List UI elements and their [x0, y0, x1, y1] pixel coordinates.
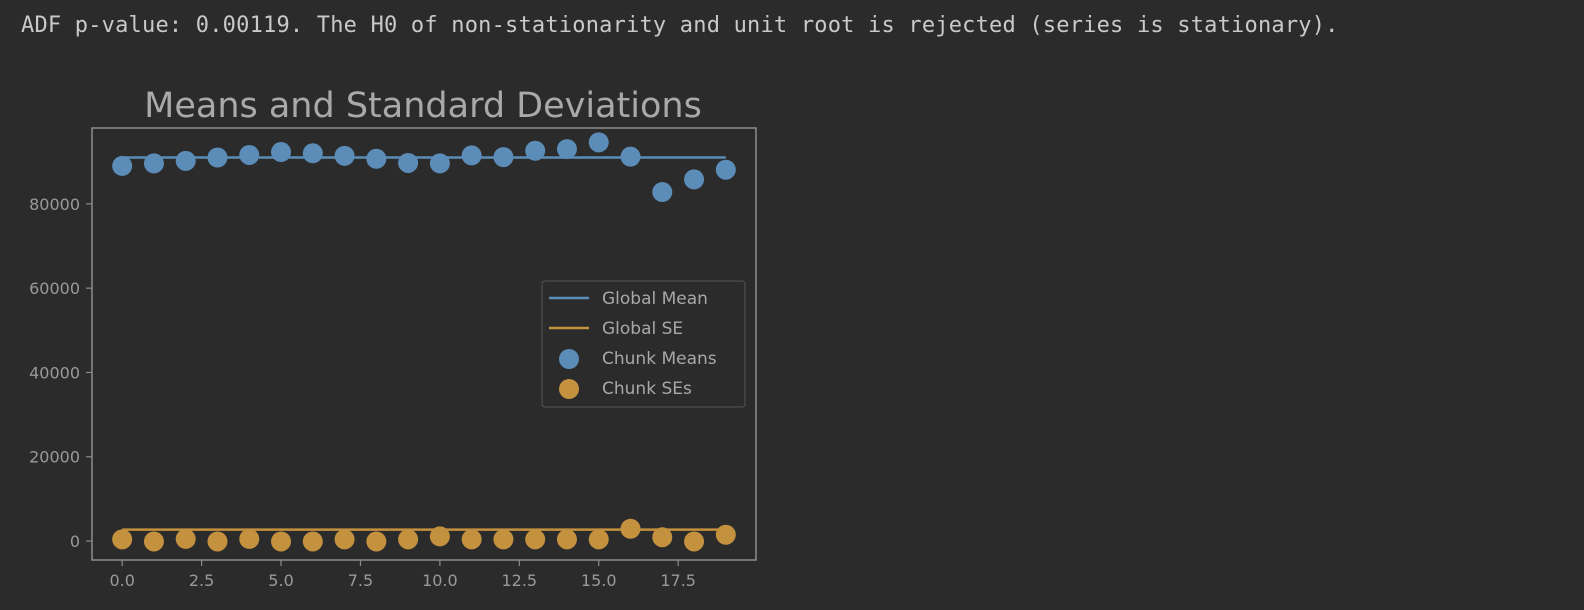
chunk-means-point [493, 147, 514, 168]
chunk-ses-point [366, 531, 387, 552]
chunk-means-point [175, 150, 196, 171]
chunk-means-point [207, 147, 228, 168]
chunk-ses-point [525, 529, 546, 550]
chunk-ses-point [271, 531, 292, 552]
chunk-means-point [588, 132, 609, 153]
legend-global-mean-label: Global Mean [602, 289, 708, 309]
chunk-means-point [366, 148, 387, 169]
legend-chunk-ses-swatch [559, 379, 579, 399]
chunk-ses-point [715, 524, 736, 545]
chunk-means-point [143, 153, 164, 174]
chunk-means-point [271, 142, 292, 163]
chunk-means-point [239, 144, 260, 165]
chunk-ses-point [398, 529, 419, 550]
chunk-ses-point [143, 531, 164, 552]
chunk-ses-point [334, 529, 355, 550]
x-tick-label: 0.0 [109, 571, 134, 590]
legend-chunk-ses-label: Chunk SEs [602, 379, 692, 399]
chunk-means-point [715, 159, 736, 180]
chunk-means-point [684, 169, 705, 190]
legend-chunk-means-swatch [559, 349, 579, 369]
x-tick-label: 10.0 [422, 571, 458, 590]
chunk-means-point [652, 182, 673, 203]
chunk-means-point [461, 145, 482, 166]
x-tick-label: 17.5 [660, 571, 696, 590]
chunk-means-point [334, 145, 355, 166]
chunk-ses-point [112, 529, 133, 550]
chunk-means-point [398, 152, 419, 173]
y-tick-label: 80000 [29, 195, 80, 214]
chunk-ses-point [588, 529, 609, 550]
chunk-ses-point [429, 526, 450, 547]
y-tick-label: 20000 [29, 448, 80, 467]
x-axis: 0.0 2.5 5.0 7.5 10.0 12.5 15.0 17.5 [109, 560, 696, 590]
chunk-ses-point [556, 529, 577, 550]
chunk-means-point [525, 140, 546, 161]
y-tick-label: 0 [70, 532, 80, 551]
x-tick-label: 7.5 [348, 571, 373, 590]
chunk-ses-point [493, 529, 514, 550]
adf-result-text: ADF p-value: 0.00119. The H0 of non-stat… [21, 13, 1339, 38]
chunk-ses-point [652, 527, 673, 548]
chunk-ses-point [620, 518, 641, 539]
chunk-means-point [302, 143, 323, 164]
chunk-ses-point [175, 528, 196, 549]
legend-box [541, 280, 746, 408]
data-points [112, 132, 736, 552]
legend-chunk-means-label: Chunk Means [602, 349, 717, 369]
axes-frame [91, 127, 757, 561]
x-tick-label: 5.0 [268, 571, 293, 590]
chunk-ses-point [684, 531, 705, 552]
x-tick-label: 15.0 [581, 571, 617, 590]
chunk-means-point [112, 155, 133, 176]
chart-title: Means and Standard Deviations [144, 86, 702, 126]
x-tick-label: 2.5 [189, 571, 214, 590]
legend-global-se-label: Global SE [602, 319, 683, 339]
chunk-ses-point [239, 528, 260, 549]
chunk-ses-point [207, 531, 228, 552]
chunk-ses-point [461, 529, 482, 550]
legend: Global Mean Global SE Chunk Means Chunk … [541, 280, 746, 408]
chunk-ses-point [302, 531, 323, 552]
x-tick-label: 12.5 [501, 571, 537, 590]
chunk-means-point [556, 139, 577, 160]
y-axis: 0 20000 40000 60000 80000 [29, 195, 92, 551]
y-tick-label: 40000 [29, 363, 80, 382]
chunk-means-point [620, 146, 641, 167]
y-tick-label: 60000 [29, 279, 80, 298]
chunk-means-point [429, 153, 450, 174]
